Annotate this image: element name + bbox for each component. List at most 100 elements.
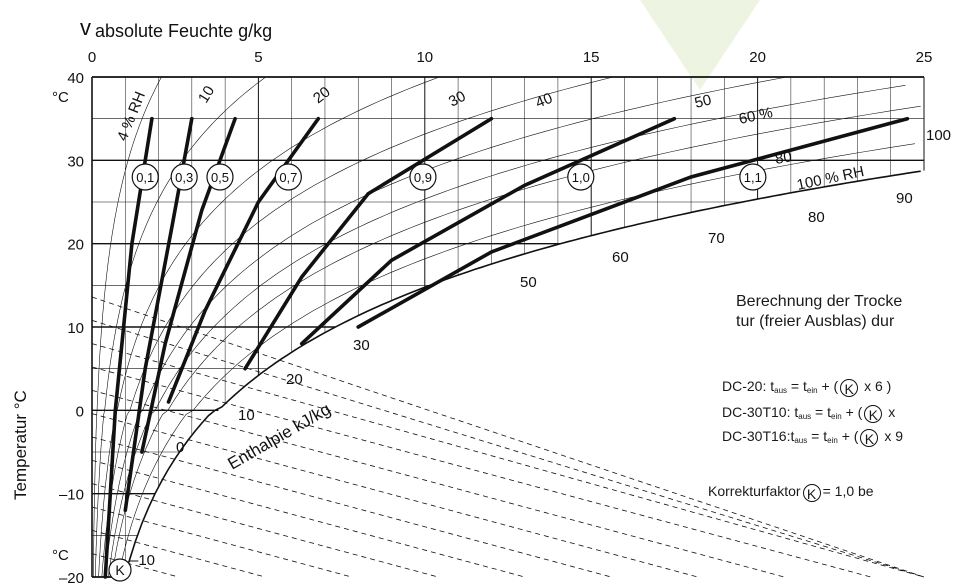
formula-dc30t10-label: DC-30T10: t [722,404,799,420]
rh-label: 80 [774,148,793,168]
rh-curve [117,143,915,578]
eq: = t [787,378,807,394]
k-curve-label-circle [170,163,198,191]
y-tick-label: 40 [67,70,84,87]
rh-curve [95,76,266,578]
rh-curve [108,85,906,578]
sub-ein: ein [831,412,842,421]
enthalpy-line [91,529,266,578]
correction-note: Korrekturfaktor K = 1,0 be [708,483,874,502]
rh-label: 10 [195,83,218,106]
k-curve-label-circle [206,163,234,191]
k-symbol: K [864,405,883,423]
sub-ein: ein [806,386,818,395]
enthalpy-label: 10 [238,407,255,424]
eq: = t [807,428,828,444]
plus: + ( [837,428,859,444]
enthalpy-label: 80 [808,209,825,226]
rh-label: 100 % RH [795,163,865,194]
y-axis-label: Temperatur °C [11,390,30,500]
enthalpy-line [91,413,698,578]
rh-curve [93,76,162,578]
x-tick-label: 5 [254,49,262,66]
enthalpy-label: 100 [926,127,951,144]
k-curve [166,116,321,404]
k-symbol: K [115,562,125,578]
y-tick-label: 20 [67,237,84,254]
enthalpy-line [91,483,439,578]
series-curves [103,116,910,579]
plus: + ( [817,378,839,394]
enthalpy-label: –10 [130,552,155,569]
rh-curve [104,76,787,578]
k-curve-label: 0,5 [211,170,229,185]
k-curve-label: 0,3 [175,170,193,185]
x-tick-label: 20 [749,49,766,66]
calculation-line-1: Berechnung der Trocke [736,293,903,310]
sub-aus: aus [774,386,788,395]
eq: = t [811,404,832,420]
k-curve-label: 0,1 [136,170,154,185]
enthalpy-label: 60 [612,249,629,266]
enthalpy-label: 20 [286,371,303,388]
k-curve-label-circle [274,163,302,191]
enthalpy-line [91,366,871,578]
y-unit-bottom: °C [52,547,69,564]
formula-dc20-label: DC-20: t [722,378,775,394]
enthalpy-line [91,553,179,578]
sub-aus: aus [798,412,812,421]
x-axis-label: absolute Feuchte g/kg [95,21,272,41]
k-curve-label-circle [131,163,159,191]
enthalpy-line [91,319,925,578]
rh-label: 50 [693,91,713,112]
enthalpy-label: 90 [896,190,913,207]
k-symbol: K [802,484,821,502]
note-value: = 1,0 be [822,483,874,499]
rh-label: 4 % RH [114,89,149,143]
enthalpy-label: 0 [176,439,184,456]
y-tick-label: –20 [59,570,84,586]
k-symbol: K [860,429,879,447]
enthalpy-line [91,296,925,578]
k-symbol-circle [108,558,132,582]
formula-dc20: DC-20: taus = tein + (K x 6 ) [722,378,891,397]
enthalpy-line [91,459,525,578]
formula-end: x 6 ) [860,378,892,394]
x-tick-label: 15 [583,49,600,66]
enthalpy-line [91,343,925,578]
formula-dc30t16: DC-30T16:taus = tein + (K x 9 [722,428,903,447]
saturation-curve [106,170,921,578]
rh-curve [98,76,440,578]
y-unit-top: °C [52,89,69,106]
y-tick-label: 0 [76,403,84,420]
y-tick-label: 10 [67,320,84,337]
rh-label: 20 [310,83,334,107]
k-curve [356,116,910,329]
note-label: Korrekturfaktor [708,483,801,499]
formula-end: x 9 [880,428,904,444]
enthalpy-label: 30 [353,337,370,354]
k-curve [299,116,677,346]
k-symbol: K [840,379,859,397]
k-curve-label-circle [739,163,767,191]
formula-end: x [884,404,896,420]
rh-label: 60 % [737,104,774,128]
formula-dc30t16-label: DC-30T16:t [722,428,795,444]
k-curve-label: 0,7 [279,170,297,185]
enthalpy-line [91,389,785,578]
enthalpy-label: 50 [520,274,537,291]
rh-label: 30 [446,88,469,111]
k-curve-label: 1,1 [744,170,762,185]
y-tick-label: –10 [59,487,84,504]
watermark-leaf [640,0,760,90]
x-tick-label: 10 [416,49,433,66]
enthalpy-line [91,436,612,578]
calculation-line-2: tur (freier Ausblas) dur [736,313,895,330]
x-tick-label: 0 [88,49,96,66]
x-axis-symbol: v [80,15,91,40]
formula-dc30t10: DC-30T10: taus = tein + (K x [722,404,895,423]
enthalpy-label: 70 [708,230,725,247]
calculation-text: Berechnung der Trocke tur (freier Ausbla… [736,292,902,332]
k-curve-label-circle [409,163,437,191]
